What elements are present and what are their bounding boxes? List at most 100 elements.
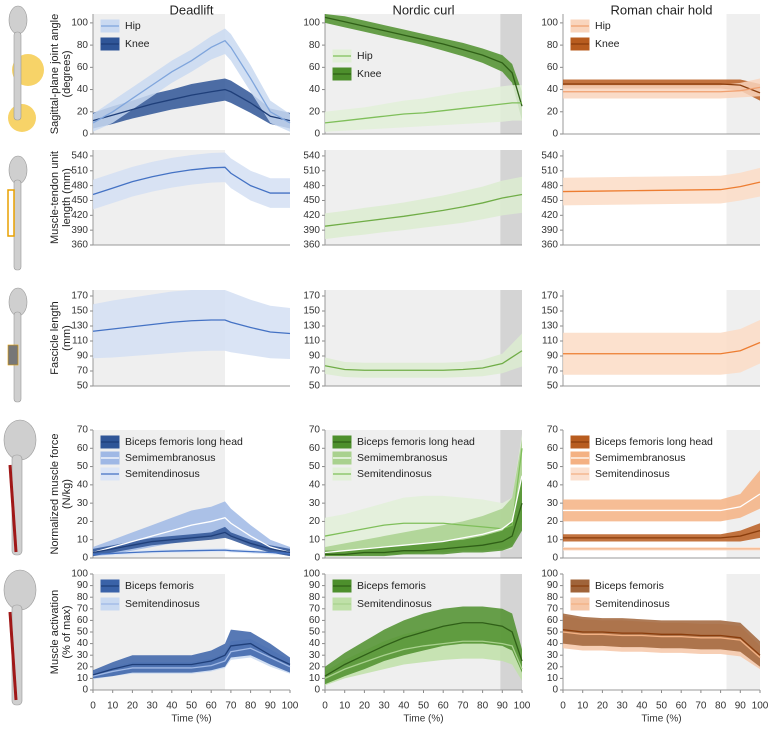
y-tick-label: 40	[77, 638, 89, 649]
y-tick-label: 50	[309, 627, 321, 638]
x-tick-label: 20	[597, 701, 609, 712]
mean-line	[562, 181, 761, 193]
pelvis	[3, 569, 37, 611]
x-tick-label: 60	[438, 701, 450, 712]
y-tick-label: 480	[541, 180, 558, 191]
y-tick-label: 30	[309, 650, 321, 661]
y-tick-label: 50	[309, 381, 321, 392]
band	[93, 548, 290, 557]
y-tick-label: 480	[71, 180, 88, 191]
x-tick-label: 30	[147, 701, 159, 712]
x-tick-label: 10	[577, 701, 589, 712]
y-tick-label: 390	[541, 225, 558, 236]
y-tick-label: 100	[303, 569, 320, 580]
muscle	[8, 464, 18, 553]
y-tick-label: 150	[541, 306, 558, 317]
x-axis-label: Time (%)	[171, 714, 211, 725]
legend-label: Biceps femoris long head	[125, 436, 243, 448]
y-tick-label: 70	[547, 603, 559, 614]
legend-label: Biceps femoris	[357, 580, 426, 592]
knee-highlight	[8, 104, 36, 132]
y-tick-label: 0	[314, 553, 320, 564]
y-tick-label: 0	[82, 685, 88, 696]
y-tick-label: 70	[309, 425, 321, 436]
y-tick-label: 50	[547, 461, 559, 472]
y-tick-label: 20	[77, 516, 89, 527]
x-tick-label: 80	[245, 701, 257, 712]
y-tick-label: 110	[542, 336, 558, 347]
x-tick-label: 100	[282, 701, 299, 712]
band	[325, 176, 522, 240]
y-tick-label: 70	[77, 425, 89, 436]
y-tick-label: 10	[547, 673, 559, 684]
y-tick-label: 80	[77, 592, 89, 603]
x-tick-label: 30	[379, 701, 391, 712]
legend-label: Semitendinosus	[357, 598, 432, 610]
y-tick-label: 60	[547, 62, 559, 73]
mean-line	[325, 502, 523, 555]
y-tick-label: 20	[77, 661, 89, 672]
legend-label: Semimembranosus	[357, 452, 447, 464]
mean-line	[92, 319, 291, 335]
y-tick-label: 110	[304, 336, 320, 347]
legend-label: Knee	[595, 38, 620, 50]
y-tick-label: 20	[547, 106, 559, 117]
y-tick-label: 170	[71, 291, 88, 302]
y-tick-label: 150	[71, 306, 88, 317]
y-tick-label: 50	[77, 461, 89, 472]
mean-line	[92, 647, 291, 677]
y-tick-label: 420	[303, 210, 320, 221]
y-tick-label: 20	[547, 661, 559, 672]
mean-line	[563, 493, 761, 512]
legend-label: Semitendinosus	[125, 468, 200, 480]
y-axis-label: Sagittal-plane joint angle	[49, 14, 61, 134]
y-tick-label: 80	[547, 592, 559, 603]
y-tick-label: 510	[303, 165, 320, 176]
x-tick-label: 0	[560, 701, 566, 712]
y-tick-label: 50	[547, 627, 559, 638]
y-tick-label: 70	[309, 603, 321, 614]
y-tick-label: 510	[71, 165, 88, 176]
y-tick-label: 90	[309, 351, 321, 362]
panel-title: Nordic curl	[392, 2, 454, 17]
legend-label: Semitendinosus	[595, 598, 670, 610]
x-tick-label: 60	[206, 701, 218, 712]
y-tick-label: 100	[71, 569, 88, 580]
y-tick-label: 70	[77, 603, 89, 614]
band	[563, 78, 760, 99]
legend-label: Biceps femoris	[125, 580, 194, 592]
muscle	[8, 611, 18, 701]
anatomy-icons	[3, 5, 44, 706]
y-tick-label: 80	[77, 40, 89, 51]
y-tick-label: 150	[303, 306, 320, 317]
y-tick-label: 40	[77, 84, 89, 95]
legend-label: Biceps femoris long head	[595, 436, 713, 448]
y-tick-label: 100	[71, 18, 88, 29]
legend-label: Semimembranosus	[125, 452, 215, 464]
band	[93, 526, 290, 557]
panel-title: Deadlift	[169, 2, 213, 17]
y-tick-label: 60	[77, 62, 89, 73]
y-tick-label: 60	[77, 443, 89, 454]
y-tick-label: 20	[309, 661, 321, 672]
x-tick-label: 50	[186, 701, 198, 712]
y-tick-label: 20	[309, 516, 321, 527]
y-tick-label: 70	[547, 366, 559, 377]
mean-line	[563, 529, 761, 539]
y-tick-label: 60	[309, 62, 321, 73]
y-tick-label: 70	[547, 425, 559, 436]
y-tick-label: 60	[547, 615, 559, 626]
legend-label: Semitendinosus	[595, 468, 670, 480]
y-tick-label: 20	[309, 106, 321, 117]
x-tick-label: 50	[418, 701, 430, 712]
y-tick-label: 80	[547, 40, 559, 51]
legend-label: Semitendinosus	[357, 468, 432, 480]
mean-line	[563, 86, 761, 93]
y-tick-label: 390	[71, 225, 88, 236]
mean-line	[92, 88, 291, 122]
y-tick-label: 10	[77, 673, 89, 684]
mean-line	[92, 531, 291, 554]
y-tick-label: 10	[77, 534, 89, 545]
y-tick-label: 100	[303, 18, 320, 29]
y-tick-label: 50	[77, 627, 89, 638]
